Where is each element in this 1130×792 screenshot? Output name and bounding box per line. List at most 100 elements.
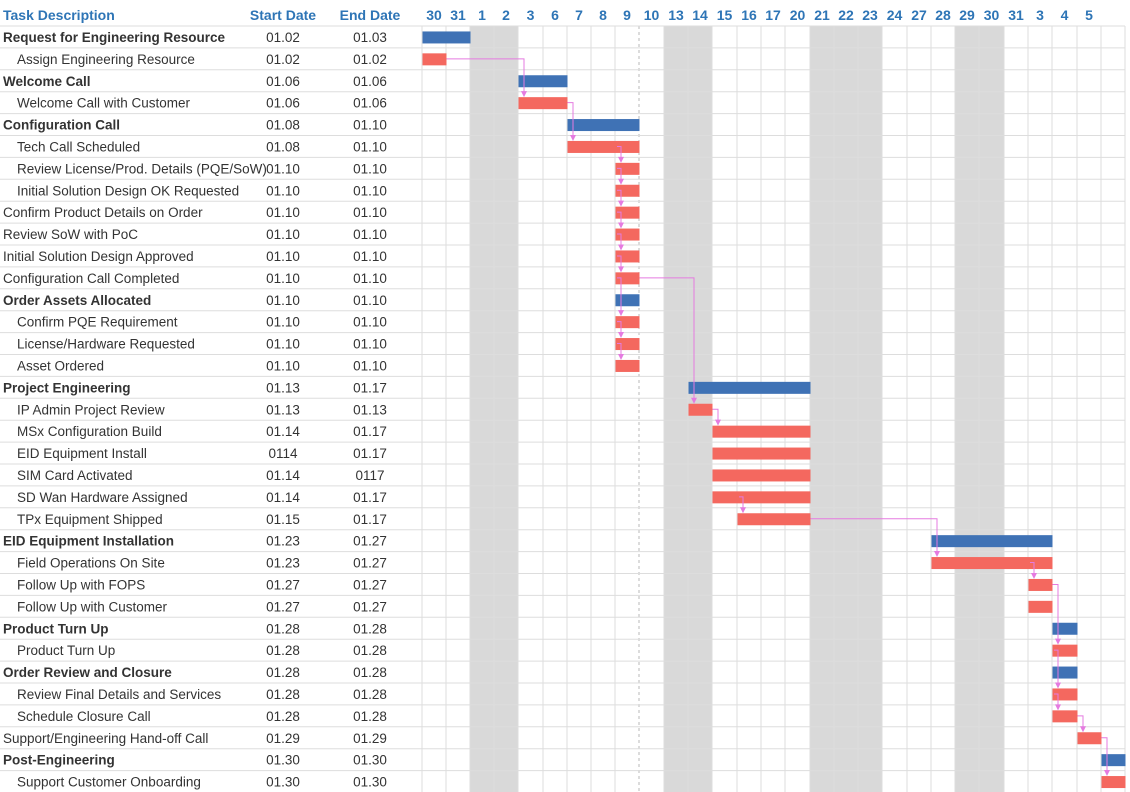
task-name: Product Turn Up — [3, 621, 109, 636]
start-date: 01.13 — [266, 402, 300, 417]
end-date: 01.17 — [353, 512, 387, 527]
dependency-line — [639, 277, 695, 399]
dependency-line — [617, 255, 622, 268]
start-date: 01.10 — [266, 293, 300, 308]
day-label: 7 — [575, 7, 583, 23]
end-date: 01.28 — [353, 621, 387, 636]
end-date: 01.10 — [353, 293, 387, 308]
start-date: 01.14 — [266, 468, 300, 483]
start-date: 01.02 — [266, 52, 300, 67]
end-date: 01.03 — [353, 30, 387, 45]
weekend-shade — [494, 26, 518, 792]
start-date: 01.28 — [266, 621, 300, 636]
day-label: 31 — [450, 7, 466, 23]
day-label: 1 — [478, 7, 486, 23]
start-date: 01.10 — [266, 315, 300, 330]
task-name: EID Equipment Installation — [3, 534, 174, 549]
end-date: 0117 — [355, 468, 384, 483]
summary-bar — [1052, 622, 1078, 635]
dependency-arrow — [1080, 726, 1086, 733]
end-date: 01.10 — [353, 161, 387, 176]
dependency-arrow — [1055, 682, 1061, 689]
task-name: Initial Solution Design OK Requested — [17, 183, 239, 198]
dependency-arrow — [618, 310, 624, 317]
dependency-line — [1101, 737, 1108, 772]
day-label: 20 — [790, 7, 806, 23]
dependency-arrow — [740, 507, 746, 514]
dependency-line — [1077, 715, 1084, 728]
dependency-arrow — [1031, 572, 1037, 579]
dependency-lines — [446, 58, 1110, 777]
summary-bar — [567, 119, 640, 132]
column-header-start: Start Date — [250, 7, 316, 23]
task-name: Schedule Closure Call — [17, 709, 151, 724]
task-bar — [1028, 578, 1053, 591]
start-date: 01.15 — [266, 512, 300, 527]
end-date: 01.10 — [353, 183, 387, 198]
end-date: 01.30 — [353, 775, 387, 790]
end-date: 01.17 — [353, 446, 387, 461]
end-date: 01.10 — [353, 358, 387, 373]
end-date: 01.06 — [353, 74, 387, 89]
dependency-line — [617, 233, 622, 246]
day-label: 5 — [1085, 7, 1093, 23]
day-label: 28 — [935, 7, 951, 23]
end-date: 01.10 — [353, 337, 387, 352]
start-date: 01.14 — [266, 424, 300, 439]
day-label: 3 — [527, 7, 535, 23]
day-label: 29 — [959, 7, 975, 23]
task-name: Project Engineering — [3, 380, 131, 395]
dependency-line — [567, 102, 574, 136]
dependency-arrow — [618, 178, 624, 185]
dependency-line — [446, 58, 525, 93]
dependency-line — [617, 321, 622, 334]
end-date: 01.30 — [353, 753, 387, 768]
end-date: 01.28 — [353, 643, 387, 658]
task-bar — [712, 425, 811, 438]
task-name: MSx Configuration Build — [17, 424, 162, 439]
end-date: 01.06 — [353, 96, 387, 111]
task-name: Configuration Call Completed — [3, 271, 179, 286]
gantt-bars — [422, 31, 1126, 789]
day-label: 13 — [668, 7, 684, 23]
column-header-end: End Date — [340, 7, 401, 23]
start-date: 01.23 — [266, 534, 300, 549]
start-date: 01.10 — [266, 337, 300, 352]
day-label: 23 — [862, 7, 878, 23]
dependency-arrow — [521, 91, 527, 98]
end-date: 01.10 — [353, 205, 387, 220]
weekend-shade — [979, 26, 1004, 792]
end-date: 01.29 — [353, 731, 387, 746]
end-date: 01.02 — [353, 52, 387, 67]
task-name: Confirm Product Details on Order — [3, 205, 203, 220]
day-label: 22 — [838, 7, 854, 23]
start-date: 01.13 — [266, 380, 300, 395]
end-date: 01.10 — [353, 249, 387, 264]
column-header-task: Task Description — [3, 7, 115, 23]
day-label: 24 — [887, 7, 903, 23]
start-date: 01.29 — [266, 731, 300, 746]
dependency-arrow — [618, 200, 624, 207]
task-name: Request for Engineering Resource — [3, 30, 226, 45]
grid-lines — [0, 25, 1126, 792]
dependency-line — [1030, 562, 1035, 574]
task-name: Product Turn Up — [17, 643, 115, 658]
dependency-line — [1054, 649, 1059, 684]
task-name: Assign Engineering Resource — [17, 52, 195, 67]
summary-bar — [931, 535, 1053, 548]
start-date: 01.06 — [266, 74, 300, 89]
start-date: 01.10 — [266, 161, 300, 176]
task-name: Asset Ordered — [17, 358, 104, 373]
end-date: 01.27 — [353, 599, 387, 614]
task-bar — [518, 97, 568, 110]
task-name: Tech Call Scheduled — [17, 139, 140, 154]
task-name: Follow Up with FOPS — [17, 577, 145, 592]
day-label: 31 — [1008, 7, 1024, 23]
task-name: Post-Engineering — [3, 753, 115, 768]
summary-bar — [688, 381, 811, 394]
summary-bar — [1052, 666, 1078, 679]
start-date: 01.30 — [266, 753, 300, 768]
weekend-shade — [664, 26, 688, 792]
dependency-line — [617, 211, 622, 224]
start-date: 01.06 — [266, 96, 300, 111]
